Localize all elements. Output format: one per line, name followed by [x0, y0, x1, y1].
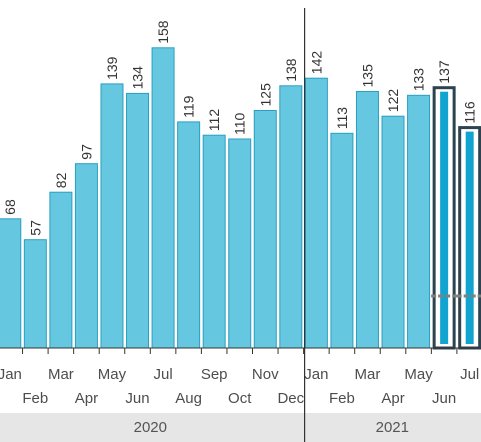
- value-label: 82: [53, 172, 69, 188]
- year-labels-group: 2020 2021: [134, 419, 409, 436]
- month-label: Mar: [48, 366, 74, 383]
- value-label: 113: [334, 107, 350, 130]
- month-label: May: [98, 366, 127, 383]
- value-label: 158: [155, 20, 171, 44]
- bar: [330, 132, 354, 349]
- bar: [0, 218, 22, 349]
- month-label: Sep: [201, 366, 228, 383]
- value-label: 139: [104, 56, 120, 80]
- value-label: 142: [308, 51, 324, 75]
- month-label: Apr: [75, 390, 98, 407]
- value-label: 125: [257, 83, 273, 107]
- x-ticks-group: [22, 348, 458, 354]
- month-label: Jun: [125, 390, 149, 407]
- bar: [126, 92, 150, 349]
- month-label: Feb: [329, 390, 355, 407]
- year-band: [0, 413, 481, 442]
- bar: [177, 121, 201, 349]
- value-label: 97: [78, 144, 94, 160]
- value-label: 133: [411, 68, 427, 92]
- bar: [23, 239, 47, 349]
- bar: [355, 91, 379, 349]
- bars-group: [0, 47, 481, 350]
- value-label: 138: [283, 58, 299, 82]
- month-labels-group: JanFebMarAprMayJunJulAugSepOctNovDecJanF…: [0, 366, 479, 407]
- value-label: 122: [385, 89, 401, 113]
- bar: [74, 163, 98, 349]
- value-label: 119: [181, 95, 197, 118]
- bar: [100, 83, 124, 349]
- bar: [49, 191, 73, 349]
- month-label: Jan: [0, 366, 22, 383]
- month-label: Aug: [175, 390, 202, 407]
- month-label: Jul: [460, 366, 479, 383]
- bar: [279, 85, 303, 349]
- bar: [407, 94, 431, 349]
- value-label: 135: [359, 64, 375, 88]
- value-label: 68: [2, 199, 18, 215]
- bar-highlighted-inner: [465, 131, 474, 344]
- value-label: 57: [27, 220, 43, 236]
- month-label: Apr: [381, 390, 404, 407]
- bar-highlighted-inner: [440, 91, 449, 344]
- bar: [253, 110, 277, 349]
- bar: [228, 138, 252, 349]
- bar: [304, 77, 328, 349]
- value-labels-group: 68 57 82 97 139 134 158 119 112 110 125 138 142 113 13…: [2, 20, 478, 235]
- month-label: Jan: [304, 366, 328, 383]
- value-label: 112: [206, 109, 222, 132]
- value-label: 110: [232, 112, 248, 135]
- month-label: Oct: [228, 390, 252, 407]
- year-label: 2020: [134, 419, 167, 436]
- month-label: Nov: [252, 366, 279, 383]
- month-label: May: [404, 366, 433, 383]
- month-label: Jun: [432, 390, 456, 407]
- month-label: Dec: [277, 390, 304, 407]
- bar: [202, 134, 226, 349]
- month-label: Jul: [153, 366, 172, 383]
- year-label: 2021: [376, 419, 409, 436]
- bar: [381, 115, 405, 349]
- bar: [151, 47, 175, 349]
- value-label: 137: [436, 60, 452, 84]
- value-label: 134: [130, 66, 146, 90]
- month-label: Feb: [22, 390, 48, 407]
- value-label: 116: [462, 101, 478, 124]
- month-label: Mar: [355, 366, 381, 383]
